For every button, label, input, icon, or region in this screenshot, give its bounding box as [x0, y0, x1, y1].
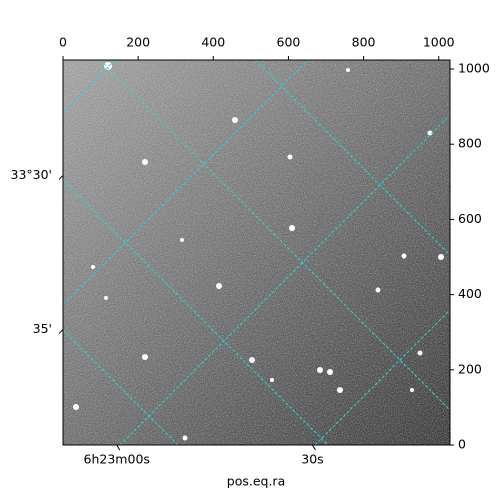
- left-tick-label: 33°30': [11, 167, 53, 182]
- left-tick: [58, 329, 64, 334]
- top-tick-label: 200: [126, 35, 150, 50]
- coordinate-grid: [63, 60, 450, 445]
- bottom-tick-label: 30s: [301, 452, 323, 467]
- sky-image: [63, 60, 450, 445]
- right-tick-label: 1000: [458, 61, 490, 76]
- right-tick-label: 800: [458, 136, 482, 151]
- plot-frame: [62, 59, 451, 446]
- bottom-tick-label: 6h23m00s: [84, 452, 150, 467]
- right-tick-label: 400: [458, 286, 482, 301]
- bottom-tick: [116, 444, 121, 451]
- right-tick-label: 0: [458, 437, 466, 452]
- left-tick: [58, 175, 64, 180]
- left-tick-label: 35': [33, 321, 52, 336]
- top-tick-label: 400: [201, 35, 225, 50]
- bottom-tick: [312, 444, 316, 451]
- top-tick-label: 1000: [423, 35, 455, 50]
- top-tick-label: 600: [277, 35, 301, 50]
- top-tick-label: 800: [352, 35, 376, 50]
- top-tick-label: 0: [59, 35, 67, 50]
- right-tick-label: 200: [458, 361, 482, 376]
- x-axis-label: pos.eq.ra: [227, 474, 285, 489]
- right-tick-label: 600: [458, 211, 482, 226]
